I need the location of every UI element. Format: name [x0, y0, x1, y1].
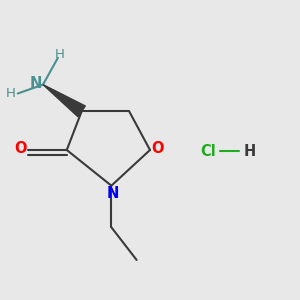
Text: H: H [5, 87, 15, 100]
Text: H: H [54, 48, 64, 62]
Text: H: H [243, 144, 256, 159]
Text: N: N [107, 186, 119, 201]
Polygon shape [43, 85, 86, 117]
Text: N: N [29, 76, 41, 91]
Text: Cl: Cl [200, 144, 216, 159]
Text: O: O [151, 141, 164, 156]
Text: O: O [14, 141, 27, 156]
